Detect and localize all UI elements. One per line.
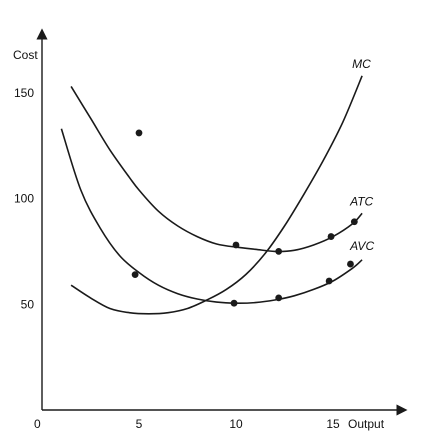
- curve-markers: [131, 129, 358, 307]
- tick-labels: 5 10 15 50 100 150: [14, 86, 340, 431]
- x-axis-title: Output: [348, 417, 385, 431]
- mc-label: MC: [352, 57, 371, 71]
- y-tick-label-50: 50: [21, 297, 35, 311]
- origin-label: 0: [34, 417, 41, 431]
- atc-marker-1: [135, 129, 143, 137]
- avc-marker-3: [275, 294, 283, 302]
- y-tick-label-100: 100: [14, 192, 34, 206]
- atc-marker-2: [232, 241, 240, 249]
- y-axis-title: Cost: [13, 48, 38, 62]
- avc-curve: [60, 128, 363, 305]
- avc-marker-4: [325, 277, 333, 285]
- avc-marker-1: [131, 271, 139, 279]
- y-tick-label-150: 150: [14, 86, 34, 100]
- atc-marker-5: [350, 218, 358, 226]
- x-tick-label-10: 10: [229, 417, 243, 431]
- atc-marker-4: [327, 233, 335, 240]
- mc-curve: [70, 75, 363, 315]
- curve-labels: MC ATC AVC: [349, 57, 374, 253]
- atc-curve: [70, 85, 363, 253]
- axes: Cost Output 0: [13, 28, 408, 431]
- avc-label: AVC: [349, 239, 374, 253]
- x-tick-label-5: 5: [136, 417, 143, 431]
- x-tick-label-15: 15: [326, 417, 340, 431]
- atc-marker-3: [275, 247, 283, 255]
- curves: [60, 75, 363, 315]
- atc-label: ATC: [349, 194, 373, 208]
- avc-marker-5: [347, 260, 354, 268]
- avc-marker-2: [230, 299, 238, 307]
